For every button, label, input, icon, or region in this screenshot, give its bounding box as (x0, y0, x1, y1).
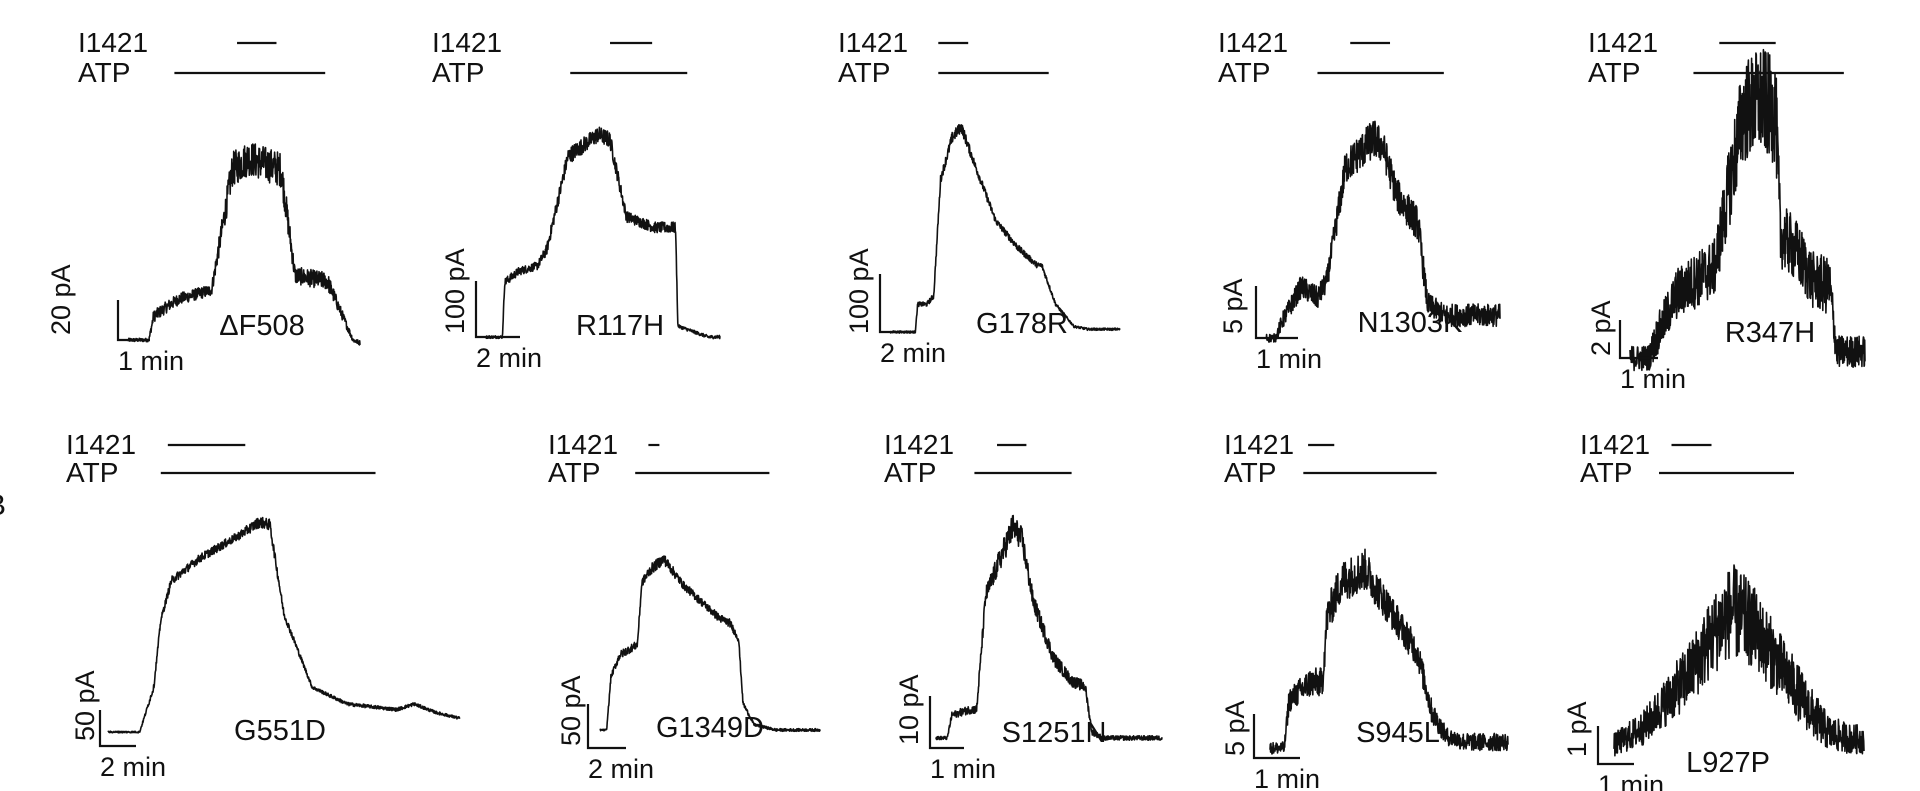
compound-label: I1421 (548, 429, 618, 460)
compound-label: I1421 (432, 27, 502, 58)
x-scale-label: 2 min (880, 338, 946, 368)
current-trace (1269, 548, 1509, 755)
compound-label: I1421 (1218, 27, 1288, 58)
compound-label: I1421 (884, 429, 954, 460)
atp-label: ATP (1588, 57, 1640, 88)
atp-label: ATP (1224, 457, 1276, 488)
atp-label: ATP (66, 457, 118, 488)
y-scale-label: 100 pA (440, 248, 470, 334)
mutant-name: G178R (976, 308, 1068, 340)
current-trace (935, 514, 1163, 741)
current-trace (1613, 564, 1865, 757)
y-scale-label: 50 pA (556, 675, 586, 746)
atp-label: ATP (838, 57, 890, 88)
compound-label: I1421 (78, 27, 148, 58)
scale-bar (98, 710, 136, 748)
mutant-name: S1251N (1002, 717, 1107, 749)
scale-bar (878, 274, 910, 334)
y-scale-label: 5 pA (1218, 278, 1248, 334)
atp-label: ATP (432, 57, 484, 88)
x-scale-label: 1 min (1256, 344, 1322, 374)
y-scale-label: 1 pA (1562, 701, 1592, 757)
mutant-name: N1303K (1358, 307, 1463, 339)
x-scale-label: 2 min (588, 754, 654, 784)
scale-bar (1618, 320, 1658, 360)
atp-label: ATP (1218, 57, 1270, 88)
compound-label: I1421 (1580, 429, 1650, 460)
atp-label: ATP (1580, 457, 1632, 488)
scale-bar (1252, 714, 1300, 760)
mutant-name: R117H (576, 310, 664, 342)
compound-label: I1421 (838, 27, 908, 58)
y-scale-label: 10 pA (894, 674, 924, 745)
x-scale-label: 1 min (930, 754, 996, 784)
y-scale-label: 20 pA (46, 264, 76, 335)
mutant-name: S945L (1356, 717, 1440, 749)
current-trace (1629, 48, 1866, 372)
current-trace (127, 143, 361, 346)
scale-bar (474, 281, 520, 339)
x-scale-label: 2 min (476, 343, 542, 373)
scale-bar (1254, 286, 1298, 340)
mutant-name: R347H (1725, 317, 1815, 349)
mutant-name: G551D (234, 715, 326, 747)
y-scale-label: 100 pA (844, 248, 874, 334)
mutant-name: L927P (1686, 747, 1770, 779)
scale-bar (586, 704, 626, 750)
y-scale-label: 2 pA (1586, 300, 1616, 356)
y-scale-label: 50 pA (70, 670, 100, 741)
current-trace (599, 555, 821, 733)
x-scale-label: 1 min (1620, 364, 1686, 394)
x-scale-label: 1 min (1254, 764, 1320, 791)
current-trace (889, 124, 1121, 334)
y-scale-label: 5 pA (1220, 700, 1250, 756)
x-scale-label: 1 min (1598, 770, 1664, 791)
current-trace (1265, 120, 1501, 343)
scale-bar (116, 300, 150, 342)
current-trace (107, 516, 461, 734)
compound-label: I1421 (1588, 27, 1658, 58)
current-trace (485, 126, 721, 340)
x-scale-label: 2 min (100, 752, 166, 782)
mutant-name: G1349D (656, 712, 764, 744)
compound-label: I1421 (66, 429, 136, 460)
x-scale-label: 1 min (118, 346, 184, 376)
atp-label: ATP (884, 457, 936, 488)
scale-bar (1596, 726, 1634, 766)
figure-panel-label: B (0, 489, 6, 522)
atp-label: ATP (78, 57, 130, 88)
scale-bar (928, 696, 964, 750)
compound-label: I1421 (1224, 429, 1294, 460)
mutant-name: ΔF508 (219, 310, 304, 342)
atp-label: ATP (548, 457, 600, 488)
